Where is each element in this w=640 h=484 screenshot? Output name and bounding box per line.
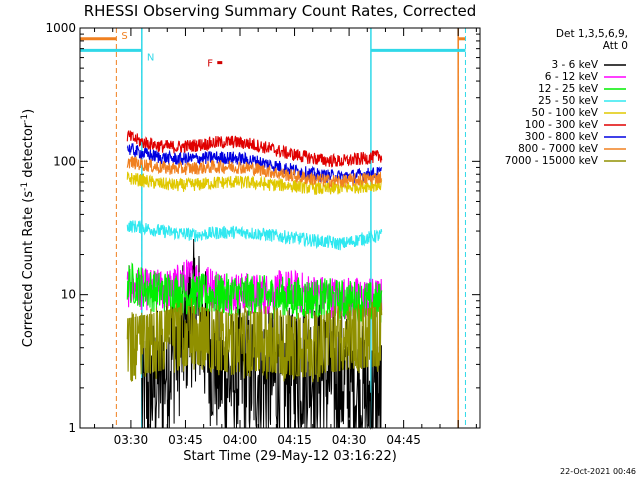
legend-entry-label: 100 - 300 keV [525, 119, 599, 131]
plot-area: S N F [80, 28, 466, 430]
legend-header-line: Att 0 [603, 40, 628, 52]
x-tick-label: 03:45 [168, 433, 203, 447]
flag-label-F: F [207, 59, 213, 70]
series-line-4 [126, 171, 383, 195]
y-tick-label: 100 [53, 154, 76, 168]
legend-entry-label: 6 - 12 keV [545, 71, 599, 83]
legend-header-line: Det 1,3,5,6,9, [556, 28, 628, 40]
series-line-3 [126, 220, 383, 251]
y-axis-label-part: -1 [20, 182, 30, 191]
timestamp: 22-Oct-2021 00:46 [560, 467, 636, 476]
series-line-2 [126, 262, 383, 323]
y-axis-label-part: Corrected Count Rate (s [21, 191, 36, 348]
y-axis-label-part: ) [21, 109, 36, 114]
legend-entry-label: 300 - 800 keV [525, 131, 599, 143]
series-line-5 [126, 129, 383, 168]
legend-entry-label: 50 - 100 keV [531, 107, 598, 119]
x-tick-label: 04:30 [332, 433, 367, 447]
y-axis-label-part: detector [21, 122, 36, 182]
chart-title: RHESSI Observing Summary Count Rates, Co… [84, 2, 477, 20]
flag-label-N: N [147, 52, 154, 63]
series-line-6 [126, 142, 383, 184]
x-axis-label: Start Time (29-May-12 03:16:22) [183, 449, 397, 464]
plot-frame [79, 27, 481, 429]
y-tick-label: 1000 [45, 21, 76, 35]
y-tick-label: 10 [61, 288, 76, 302]
flag-marker-F [217, 61, 223, 65]
x-tick-label: 04:45 [386, 433, 421, 447]
legend-entry-label: 12 - 25 keV [538, 83, 599, 95]
legend-entry-label: 25 - 50 keV [538, 95, 599, 107]
legend-entry-label: 800 - 7000 keV [518, 143, 599, 155]
x-tick-label: 04:00 [223, 433, 258, 447]
series-line-8 [126, 298, 383, 383]
series-line-7 [126, 156, 383, 189]
series-line-0 [141, 238, 382, 430]
x-tick-label: 04:15 [277, 433, 312, 447]
y-tick-label: 1 [68, 421, 76, 435]
axes: 03:30 03:45 04:00 04:15 04:30 04:45 1 10 100 1000… [20, 21, 481, 464]
legend-entry-label: 3 - 6 keV [551, 59, 598, 71]
y-axis-label-part: -1 [20, 114, 30, 123]
x-tick-label: 03:30 [114, 433, 149, 447]
legend-entry-label: 7000 - 15000 keV [505, 155, 599, 167]
flag-label-S: S [121, 31, 127, 42]
y-axis-label: Corrected Count Rate (s-1 detector-1) [20, 109, 36, 347]
